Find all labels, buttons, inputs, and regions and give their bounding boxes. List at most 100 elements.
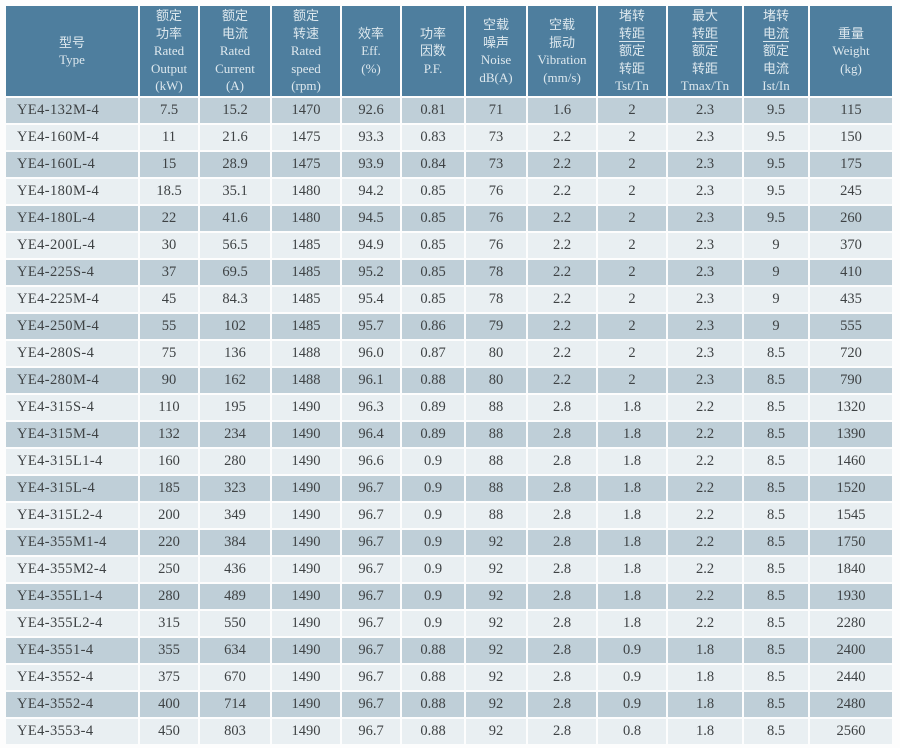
cell-rated-output: 7.5 bbox=[140, 98, 198, 123]
cell-vibration: 2.8 bbox=[528, 530, 596, 555]
cell-weight: 1545 bbox=[810, 503, 892, 528]
cell-rated-speed: 1475 bbox=[272, 125, 340, 150]
cell-rated-speed: 1490 bbox=[272, 530, 340, 555]
cell-rated-speed: 1490 bbox=[272, 557, 340, 582]
cell-tmax-tn: 2.2 bbox=[668, 557, 742, 582]
table-row: YE4-225S-4 37 69.5 1485 95.2 0.85 78 2.2 2 2.3 9 41… bbox=[6, 260, 892, 285]
cell-ist-in: 9.5 bbox=[744, 152, 808, 177]
cell-noise: 92 bbox=[466, 665, 526, 690]
cell-vibration: 2.8 bbox=[528, 719, 596, 744]
cell-noise: 78 bbox=[466, 287, 526, 312]
cell-rated-output: 132 bbox=[140, 422, 198, 447]
cell-vibration: 2.8 bbox=[528, 422, 596, 447]
header-line: 堵转 bbox=[618, 8, 645, 24]
header-line: 最大 bbox=[691, 8, 718, 24]
cell-type: YE4-160L-4 bbox=[6, 152, 138, 177]
cell-tmax-tn: 2.3 bbox=[668, 233, 742, 258]
cell-efficiency: 96.0 bbox=[342, 341, 400, 366]
cell-efficiency: 96.7 bbox=[342, 503, 400, 528]
cell-power-factor: 0.88 bbox=[402, 368, 464, 393]
cell-type: YE4-132M-4 bbox=[6, 98, 138, 123]
cell-rated-output: 22 bbox=[140, 206, 198, 231]
cell-weight: 720 bbox=[810, 341, 892, 366]
cell-noise: 92 bbox=[466, 638, 526, 663]
column-header-rated-current: 额定 电流 Rated Current (A) bbox=[200, 6, 270, 96]
cell-vibration: 2.8 bbox=[528, 665, 596, 690]
cell-noise: 92 bbox=[466, 557, 526, 582]
cell-tmax-tn: 2.3 bbox=[668, 341, 742, 366]
table-row: YE4-315S-4 110 195 1490 96.3 0.89 88 2.8 1.8 2.2 8… bbox=[6, 395, 892, 420]
cell-vibration: 2.8 bbox=[528, 692, 596, 717]
cell-tmax-tn: 1.8 bbox=[668, 665, 742, 690]
cell-tmax-tn: 2.3 bbox=[668, 314, 742, 339]
cell-rated-speed: 1470 bbox=[272, 98, 340, 123]
cell-noise: 73 bbox=[466, 152, 526, 177]
cell-power-factor: 0.9 bbox=[402, 530, 464, 555]
header-line: 堵转 bbox=[762, 8, 789, 24]
cell-rated-speed: 1490 bbox=[272, 449, 340, 474]
cell-efficiency: 96.7 bbox=[342, 719, 400, 744]
cell-type: YE4-3553-4 bbox=[6, 719, 138, 744]
cell-weight: 1930 bbox=[810, 584, 892, 609]
cell-noise: 92 bbox=[466, 611, 526, 636]
table-row: YE4-315L1-4 160 280 1490 96.6 0.9 88 2.8 1.8 2.2 8… bbox=[6, 449, 892, 474]
cell-tst-tn: 2 bbox=[598, 152, 666, 177]
cell-tst-tn: 2 bbox=[598, 368, 666, 393]
header-line: 电流 bbox=[762, 25, 789, 41]
cell-type: YE4-355L2-4 bbox=[6, 611, 138, 636]
table-row: YE4-280M-4 90 162 1488 96.1 0.88 80 2.2 2 2.3 8.5 7… bbox=[6, 368, 892, 393]
cell-efficiency: 93.9 bbox=[342, 152, 400, 177]
header-line: P.F. bbox=[423, 60, 443, 76]
cell-rated-current: 41.6 bbox=[200, 206, 270, 231]
header-line: 转距 bbox=[691, 60, 718, 76]
cell-rated-current: 195 bbox=[200, 395, 270, 420]
cell-tst-tn: 1.8 bbox=[598, 557, 666, 582]
column-header-weight: 重量 Weight (kg) bbox=[810, 6, 892, 96]
cell-efficiency: 96.7 bbox=[342, 665, 400, 690]
header-line: Tst/Tn bbox=[615, 78, 649, 94]
cell-rated-output: 11 bbox=[140, 125, 198, 150]
cell-ist-in: 9 bbox=[744, 260, 808, 285]
cell-ist-in: 8.5 bbox=[744, 422, 808, 447]
cell-vibration: 2.2 bbox=[528, 233, 596, 258]
cell-rated-current: 15.2 bbox=[200, 98, 270, 123]
table-row: YE4-180M-4 18.5 35.1 1480 94.2 0.85 76 2.2 2 2.3 9… bbox=[6, 179, 892, 204]
header-line: 电流 bbox=[762, 60, 789, 76]
cell-type: YE4-315S-4 bbox=[6, 395, 138, 420]
cell-rated-output: 55 bbox=[140, 314, 198, 339]
table-row: YE4-180L-4 22 41.6 1480 94.5 0.85 76 2.2 2 2.3 9.5… bbox=[6, 206, 892, 231]
cell-ist-in: 8.5 bbox=[744, 395, 808, 420]
cell-rated-current: 384 bbox=[200, 530, 270, 555]
column-header-ist-in: 堵转 电流 额定 电流 Ist/In bbox=[744, 6, 808, 96]
cell-ist-in: 9 bbox=[744, 233, 808, 258]
cell-weight: 370 bbox=[810, 233, 892, 258]
cell-weight: 2280 bbox=[810, 611, 892, 636]
cell-type: YE4-315L2-4 bbox=[6, 503, 138, 528]
cell-rated-speed: 1490 bbox=[272, 584, 340, 609]
cell-tmax-tn: 2.3 bbox=[668, 179, 742, 204]
cell-ist-in: 9.5 bbox=[744, 98, 808, 123]
cell-rated-current: 349 bbox=[200, 503, 270, 528]
table-row: YE4-225M-4 45 84.3 1485 95.4 0.85 78 2.2 2 2.3 9 43… bbox=[6, 287, 892, 312]
cell-tmax-tn: 1.8 bbox=[668, 692, 742, 717]
cell-ist-in: 8.5 bbox=[744, 476, 808, 501]
cell-type: YE4-315L1-4 bbox=[6, 449, 138, 474]
header-line: 功率 bbox=[155, 25, 182, 41]
cell-rated-current: 803 bbox=[200, 719, 270, 744]
header-line: (kg) bbox=[840, 60, 862, 76]
header-line: 额定 bbox=[618, 43, 645, 59]
cell-tmax-tn: 2.3 bbox=[668, 260, 742, 285]
header-line: 效率 bbox=[357, 25, 384, 41]
cell-weight: 410 bbox=[810, 260, 892, 285]
header-line: 空载 bbox=[482, 17, 509, 32]
cell-rated-speed: 1480 bbox=[272, 206, 340, 231]
header-line: 额定 bbox=[221, 8, 248, 24]
cell-type: YE4-3551-4 bbox=[6, 638, 138, 663]
cell-ist-in: 8.5 bbox=[744, 557, 808, 582]
table-row: YE4-3551-4 355 634 1490 96.7 0.88 92 2.8 0.9 1.8 8… bbox=[6, 638, 892, 663]
cell-rated-output: 45 bbox=[140, 287, 198, 312]
cell-vibration: 2.8 bbox=[528, 476, 596, 501]
header-line: 额定 bbox=[691, 43, 718, 59]
table-row: YE4-355M2-4 250 436 1490 96.7 0.9 92 2.8 1.8 2.2 8… bbox=[6, 557, 892, 582]
cell-efficiency: 96.6 bbox=[342, 449, 400, 474]
